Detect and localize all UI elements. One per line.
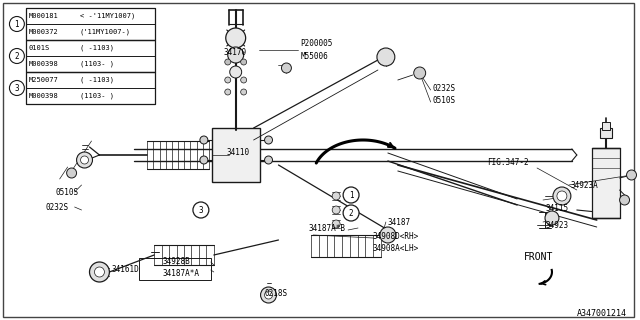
Circle shape <box>241 77 246 83</box>
Text: 3: 3 <box>15 84 19 92</box>
Text: 0510S: 0510S <box>56 188 79 196</box>
Bar <box>26 72 155 88</box>
Circle shape <box>413 67 426 79</box>
Bar <box>26 40 155 56</box>
Text: 34187: 34187 <box>388 218 411 227</box>
Text: 34908A<LH>: 34908A<LH> <box>373 244 419 252</box>
Text: < -'11MY1007): < -'11MY1007) <box>79 13 135 19</box>
Circle shape <box>241 59 246 65</box>
Text: ( -1103): ( -1103) <box>79 77 113 83</box>
Circle shape <box>377 48 395 66</box>
Bar <box>26 8 155 40</box>
Text: 34170: 34170 <box>224 47 247 57</box>
Text: M000398: M000398 <box>29 61 59 67</box>
Text: 1: 1 <box>349 190 353 199</box>
Circle shape <box>81 156 88 164</box>
Circle shape <box>67 168 77 178</box>
Circle shape <box>282 63 291 73</box>
Circle shape <box>226 28 246 48</box>
Text: 2: 2 <box>349 209 353 218</box>
Text: (1103- ): (1103- ) <box>79 61 113 67</box>
Bar <box>26 72 155 104</box>
Text: 0232S: 0232S <box>433 84 456 92</box>
Text: 3: 3 <box>198 205 204 214</box>
Circle shape <box>264 156 273 164</box>
Text: 34110: 34110 <box>227 148 250 156</box>
Text: M55006: M55006 <box>300 52 328 60</box>
Text: A347001214: A347001214 <box>577 308 627 317</box>
Text: 0510S: 0510S <box>433 95 456 105</box>
Circle shape <box>627 170 637 180</box>
Circle shape <box>264 136 273 144</box>
Text: 34187A*B: 34187A*B <box>308 223 346 233</box>
Text: 34923: 34923 <box>545 220 568 229</box>
Circle shape <box>264 291 273 299</box>
Circle shape <box>193 202 209 218</box>
Text: 1: 1 <box>15 20 19 28</box>
Circle shape <box>225 59 231 65</box>
Text: 2: 2 <box>15 52 19 60</box>
Bar <box>592 148 620 218</box>
Circle shape <box>557 191 567 201</box>
Circle shape <box>380 227 396 243</box>
Text: 34161D: 34161D <box>111 266 139 275</box>
Circle shape <box>332 220 340 228</box>
Text: (1103- ): (1103- ) <box>79 93 113 99</box>
Circle shape <box>77 152 93 168</box>
Text: 0232S: 0232S <box>45 203 69 212</box>
Circle shape <box>200 136 208 144</box>
Circle shape <box>343 187 359 203</box>
Circle shape <box>228 47 244 63</box>
Circle shape <box>225 77 231 83</box>
Circle shape <box>200 156 208 164</box>
Circle shape <box>90 262 109 282</box>
Text: M000181: M000181 <box>29 13 59 19</box>
Circle shape <box>545 211 559 225</box>
Circle shape <box>230 66 242 78</box>
Text: M000372: M000372 <box>29 29 59 35</box>
Circle shape <box>260 287 276 303</box>
Circle shape <box>620 195 630 205</box>
Circle shape <box>343 205 359 221</box>
Text: P200005: P200005 <box>300 38 333 47</box>
Circle shape <box>332 192 340 200</box>
Text: FIG.347-2: FIG.347-2 <box>487 157 529 166</box>
Bar <box>26 24 155 40</box>
Bar <box>26 56 155 72</box>
Circle shape <box>553 187 571 205</box>
Text: 0218S: 0218S <box>264 290 287 299</box>
Circle shape <box>225 89 231 95</box>
Circle shape <box>332 206 340 214</box>
Text: 34923A: 34923A <box>571 180 598 189</box>
Bar <box>212 128 260 182</box>
Bar <box>602 122 610 130</box>
Text: 34908D<RH>: 34908D<RH> <box>373 231 419 241</box>
Bar <box>600 128 612 138</box>
Text: 34115: 34115 <box>545 204 568 212</box>
Circle shape <box>10 81 24 95</box>
Bar <box>26 8 155 24</box>
Bar <box>26 88 155 104</box>
Circle shape <box>241 89 246 95</box>
Text: ('11MY1007-): ('11MY1007-) <box>79 29 131 35</box>
Text: M000398: M000398 <box>29 93 59 99</box>
Bar <box>140 258 211 280</box>
Circle shape <box>10 49 24 63</box>
Circle shape <box>10 17 24 31</box>
Text: 34928B: 34928B <box>162 258 190 267</box>
Text: 0101S: 0101S <box>29 45 50 51</box>
Text: M250077: M250077 <box>29 77 59 83</box>
Circle shape <box>95 267 104 277</box>
Text: FRONT: FRONT <box>524 252 554 262</box>
Text: 34187A*A: 34187A*A <box>162 269 199 278</box>
Bar <box>26 40 155 72</box>
Text: ( -1103): ( -1103) <box>79 45 113 51</box>
